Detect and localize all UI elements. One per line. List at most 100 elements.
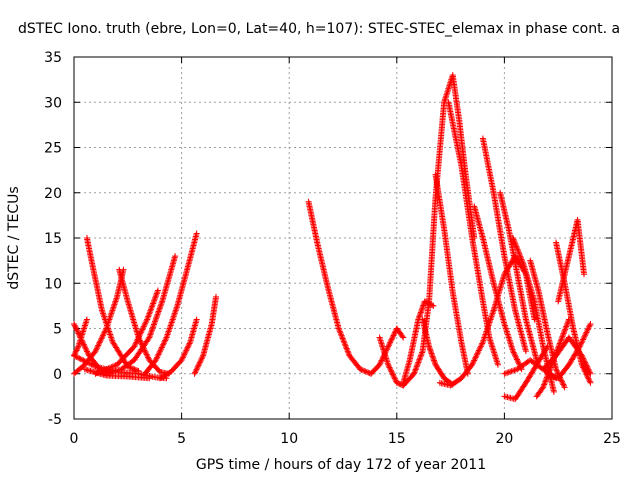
data-point xyxy=(87,360,94,367)
data-point xyxy=(556,340,563,347)
data-point xyxy=(156,348,163,355)
data-point xyxy=(559,333,566,340)
y-tick-label: 35 xyxy=(44,50,62,66)
data-point xyxy=(363,369,370,376)
data-point xyxy=(517,255,524,262)
chart-title: dSTEC Iono. truth (ebre, Lon=0, Lat=40, … xyxy=(18,21,620,37)
data-point xyxy=(584,326,591,333)
data-point xyxy=(561,327,568,334)
data-point xyxy=(550,388,557,395)
data-point xyxy=(74,327,81,334)
data-point xyxy=(146,333,153,340)
data-point xyxy=(580,335,587,342)
data-point xyxy=(81,342,88,349)
y-tick-label: 0 xyxy=(53,367,62,383)
data-point xyxy=(144,354,151,361)
data-point xyxy=(137,330,144,337)
data-point xyxy=(512,240,519,247)
data-point xyxy=(478,341,485,348)
data-point xyxy=(515,249,522,256)
data-point xyxy=(213,293,220,300)
data-point xyxy=(193,230,200,237)
data-series xyxy=(71,266,127,377)
data-point xyxy=(510,235,517,241)
data-point xyxy=(389,333,396,340)
x-tick-label: 20 xyxy=(495,431,513,447)
data-point xyxy=(146,375,153,382)
data-point xyxy=(73,354,80,361)
data-point xyxy=(99,332,106,339)
data-point xyxy=(151,296,158,303)
data-point xyxy=(157,347,164,354)
data-point xyxy=(172,253,179,260)
data-point xyxy=(583,329,590,336)
data-point xyxy=(153,291,160,298)
data-point xyxy=(511,352,518,359)
data-point xyxy=(557,339,564,346)
data-point xyxy=(341,339,348,346)
data-point xyxy=(553,375,560,382)
data-point xyxy=(74,329,81,336)
data-point xyxy=(412,367,419,374)
data-point xyxy=(518,256,525,263)
data-point xyxy=(414,362,421,369)
data-point xyxy=(336,328,343,335)
data-point xyxy=(148,304,155,311)
data-point xyxy=(179,355,186,362)
data-point xyxy=(134,336,141,343)
data-point xyxy=(469,360,476,367)
data-point xyxy=(196,359,203,366)
data-point xyxy=(581,358,588,365)
data-point xyxy=(392,377,399,384)
data-point xyxy=(542,377,549,384)
data-point xyxy=(469,361,476,368)
data-point xyxy=(74,344,81,351)
data-point xyxy=(84,359,91,366)
data-point xyxy=(150,300,157,307)
data-point xyxy=(390,332,397,339)
data-point xyxy=(149,301,156,308)
data-point xyxy=(562,324,569,331)
data-point xyxy=(146,309,153,316)
data-point xyxy=(582,368,589,375)
data-point xyxy=(152,293,159,300)
x-tick-label: 5 xyxy=(177,431,186,447)
data-point xyxy=(385,363,392,370)
data-point xyxy=(553,367,560,374)
data-point xyxy=(388,368,395,375)
data-point xyxy=(150,299,157,306)
data-point xyxy=(157,304,164,311)
data-point xyxy=(131,366,138,373)
data-point xyxy=(579,337,586,344)
data-point xyxy=(91,362,98,369)
data-point xyxy=(587,379,594,386)
data-point xyxy=(340,338,347,345)
data-point xyxy=(146,310,153,317)
data-point xyxy=(198,355,205,362)
data-point xyxy=(143,317,150,324)
data-series xyxy=(436,307,497,389)
data-point xyxy=(155,309,162,316)
data-series xyxy=(103,253,179,377)
data-point xyxy=(560,332,567,339)
data-point xyxy=(102,366,109,373)
data-point xyxy=(418,352,425,359)
data-point xyxy=(430,302,437,309)
data-point xyxy=(156,350,163,357)
data-point xyxy=(559,378,566,385)
data-point xyxy=(344,348,351,355)
data-point xyxy=(83,347,90,354)
data-point xyxy=(131,342,138,349)
data-point xyxy=(140,325,147,332)
data-point xyxy=(186,340,193,347)
data-point xyxy=(133,339,140,346)
data-point xyxy=(184,344,191,351)
data-point xyxy=(143,351,150,358)
x-tick-label: 0 xyxy=(70,431,79,447)
data-point xyxy=(345,349,352,356)
data-point xyxy=(579,363,586,370)
data-point xyxy=(155,351,162,358)
data-point xyxy=(578,339,585,346)
data-series xyxy=(81,366,153,382)
data-point xyxy=(512,366,519,373)
